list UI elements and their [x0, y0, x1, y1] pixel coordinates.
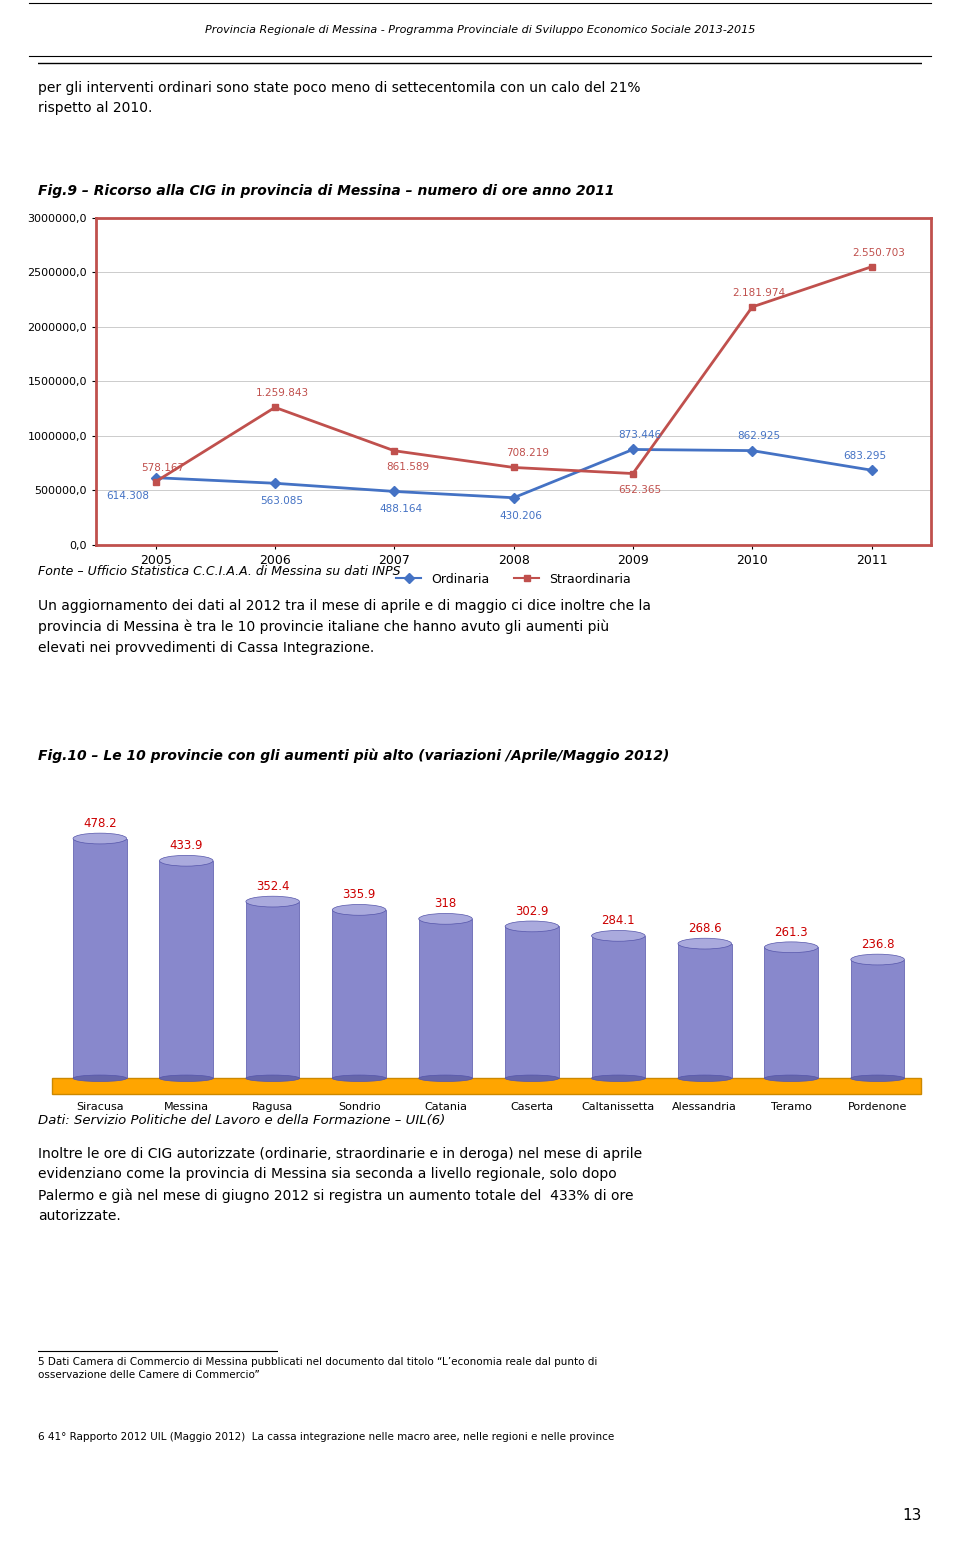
- Text: 683.295: 683.295: [843, 451, 886, 461]
- Ellipse shape: [591, 1075, 645, 1081]
- Ellipse shape: [764, 1075, 818, 1081]
- Ellipse shape: [73, 832, 127, 843]
- Text: Inoltre le ore di CIG autorizzate (ordinarie, straordinarie e in deroga) nel mes: Inoltre le ore di CIG autorizzate (ordin…: [38, 1147, 642, 1223]
- Bar: [53, 1078, 921, 1094]
- Text: Fig.10 – Le 10 provincie con gli aumenti più alto (variazioni /Aprile/Maggio 201: Fig.10 – Le 10 provincie con gli aumenti…: [38, 748, 670, 764]
- Ellipse shape: [419, 1075, 472, 1081]
- Ellipse shape: [591, 930, 645, 941]
- Text: 318: 318: [435, 898, 457, 910]
- Text: 433.9: 433.9: [170, 839, 203, 853]
- Text: 268.6: 268.6: [688, 923, 722, 935]
- Text: 862.925: 862.925: [737, 431, 780, 442]
- Text: 6 41° Rapporto 2012 UIL (Maggio 2012)  La cassa integrazione nelle macro aree, n: 6 41° Rapporto 2012 UIL (Maggio 2012) La…: [38, 1432, 614, 1442]
- Ellipse shape: [159, 856, 213, 867]
- Text: per gli interventi ordinari sono state poco meno di settecentomila con un calo d: per gli interventi ordinari sono state p…: [38, 81, 641, 115]
- Text: 261.3: 261.3: [775, 926, 808, 938]
- Ellipse shape: [159, 1075, 213, 1081]
- Bar: [246, 901, 300, 1078]
- Text: 614.308: 614.308: [107, 490, 150, 501]
- Text: 478.2: 478.2: [83, 817, 117, 831]
- Bar: [591, 935, 645, 1078]
- Legend: Ordinaria, Straordinaria: Ordinaria, Straordinaria: [391, 568, 636, 591]
- Bar: [851, 960, 904, 1078]
- Ellipse shape: [678, 1075, 732, 1081]
- Ellipse shape: [505, 921, 559, 932]
- Text: Fig.9 – Ricorso alla CIG in provincia di Messina – numero di ore anno 2011: Fig.9 – Ricorso alla CIG in provincia di…: [38, 185, 615, 198]
- Text: 2.181.974: 2.181.974: [732, 288, 785, 297]
- Text: 873.446: 873.446: [618, 431, 661, 440]
- Text: 2.550.703: 2.550.703: [852, 247, 905, 258]
- Ellipse shape: [505, 1075, 559, 1081]
- Ellipse shape: [73, 1075, 127, 1081]
- Text: 1.259.843: 1.259.843: [255, 389, 308, 398]
- Text: Fonte – Ufficio Statistica C.C.I.A.A. di Messina su dati INPS: Fonte – Ufficio Statistica C.C.I.A.A. di…: [38, 565, 401, 579]
- Text: 352.4: 352.4: [256, 881, 289, 893]
- Text: 236.8: 236.8: [861, 938, 895, 951]
- Ellipse shape: [764, 941, 818, 952]
- Ellipse shape: [246, 896, 300, 907]
- Text: 284.1: 284.1: [602, 915, 636, 927]
- Text: Provincia Regionale di Messina - Programma Provinciale di Sviluppo Economico Soc: Provincia Regionale di Messina - Program…: [204, 25, 756, 34]
- Text: 563.085: 563.085: [260, 496, 303, 506]
- Bar: [764, 948, 818, 1078]
- Bar: [419, 920, 472, 1078]
- Ellipse shape: [851, 1075, 904, 1081]
- Text: 302.9: 302.9: [516, 906, 549, 918]
- Ellipse shape: [246, 1075, 300, 1081]
- Text: 578.167: 578.167: [141, 462, 184, 473]
- Text: 708.219: 708.219: [506, 448, 549, 459]
- Text: 430.206: 430.206: [499, 510, 542, 521]
- Bar: [505, 926, 559, 1078]
- Ellipse shape: [678, 938, 732, 949]
- Ellipse shape: [332, 904, 386, 915]
- Bar: [73, 839, 127, 1078]
- Text: 488.164: 488.164: [379, 504, 422, 515]
- Ellipse shape: [419, 913, 472, 924]
- Bar: [332, 910, 386, 1078]
- Ellipse shape: [332, 1075, 386, 1081]
- Text: 861.589: 861.589: [387, 462, 430, 471]
- Ellipse shape: [851, 954, 904, 965]
- Text: 335.9: 335.9: [343, 888, 375, 901]
- Text: Un aggiornamento dei dati al 2012 tra il mese di aprile e di maggio ci dice inol: Un aggiornamento dei dati al 2012 tra il…: [38, 599, 652, 655]
- Text: 652.365: 652.365: [618, 485, 661, 495]
- Bar: [678, 943, 732, 1078]
- Text: 13: 13: [902, 1508, 922, 1523]
- Text: 5 Dati Camera di Commercio di Messina pubblicati nel documento dal titolo “L’eco: 5 Dati Camera di Commercio di Messina pu…: [38, 1357, 598, 1380]
- Text: Dati: Servizio Politiche del Lavoro e della Formazione – UIL(6): Dati: Servizio Politiche del Lavoro e de…: [38, 1114, 445, 1127]
- Bar: [159, 860, 213, 1078]
